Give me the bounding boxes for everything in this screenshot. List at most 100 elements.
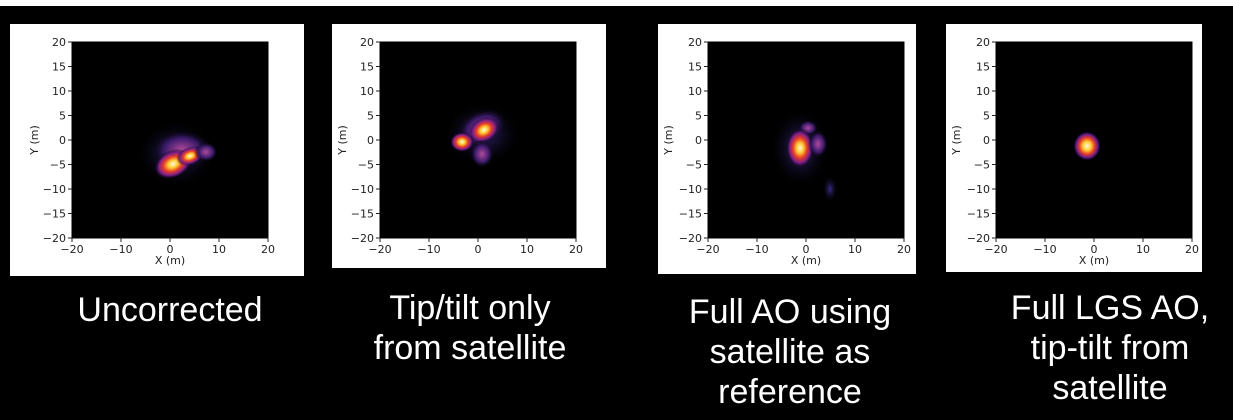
x-tick-label: −10 xyxy=(417,243,440,256)
hotspot xyxy=(468,116,500,144)
y-tick-label: −15 xyxy=(43,208,66,221)
y-tick-label: 20 xyxy=(976,36,990,49)
y-ticks: 20 15 10 5 0 −5 −10 −15 −20 xyxy=(967,36,996,245)
x-tick-label: −10 xyxy=(745,243,768,256)
x-ticks: −20 −10 0 10 20 xyxy=(984,238,1199,256)
psf-plot-tiptilt: 20 15 10 5 0 −5 −10 −15 −20 −20 −10 0 10 20 Y (m) xyxy=(336,36,583,256)
x-tick-label: 10 xyxy=(848,243,862,256)
x-tick-label: 20 xyxy=(897,243,911,256)
x-tick-label: 20 xyxy=(1185,243,1199,256)
x-axis-label: X (m) xyxy=(791,254,821,267)
caption-line: Full AO using xyxy=(688,293,892,331)
caption-line: Tip/tilt only xyxy=(389,289,551,327)
y-tick-label: −5 xyxy=(50,159,66,172)
x-tick-label: 20 xyxy=(569,243,583,256)
y-tick-label: 15 xyxy=(52,61,66,74)
psf-plot-lgs-ao: 20 15 10 5 0 −5 −10 −15 −20 −20 −10 0 10 20 X (m) Y … xyxy=(950,36,1199,267)
y-tick-label: 5 xyxy=(983,110,990,123)
y-tick-label: 0 xyxy=(367,134,374,147)
y-tick-label: 15 xyxy=(976,61,990,74)
y-tick-label: −20 xyxy=(967,232,990,245)
x-tick-label: 0 xyxy=(475,243,482,256)
y-tick-label: 20 xyxy=(688,36,702,49)
caption-uncorrected: Uncorrected xyxy=(40,290,300,330)
y-tick-label: 0 xyxy=(983,134,990,147)
y-tick-label: −15 xyxy=(679,208,702,221)
x-tick-label: 10 xyxy=(212,243,226,256)
y-tick-label: 0 xyxy=(695,134,702,147)
y-tick-label: 5 xyxy=(59,110,66,123)
caption-line: satellite xyxy=(1052,369,1168,407)
caption-tiptilt: Tip/tilt only from satellite xyxy=(340,288,600,368)
x-axis-label: X (m) xyxy=(155,254,185,267)
x-tick-label: 20 xyxy=(261,243,275,256)
panel-full-ao: 20 15 10 5 0 −5 −10 −15 −20 −20 −10 0 10 20 X (m) Y … xyxy=(658,24,916,274)
y-tick-label: 10 xyxy=(360,85,374,98)
speckle xyxy=(808,130,828,158)
y-axis-label: Y (m) xyxy=(662,125,675,156)
speckle xyxy=(470,140,494,168)
speckle xyxy=(822,175,838,203)
y-ticks: 20 15 10 5 0 −5 −10 −15 −20 xyxy=(679,36,708,245)
caption-line: tip-tilt from xyxy=(1030,329,1190,367)
x-tick-label: 10 xyxy=(520,243,534,256)
y-tick-label: 5 xyxy=(367,110,374,123)
top-bar xyxy=(0,0,1233,6)
y-tick-label: −5 xyxy=(686,159,702,172)
x-tick-label: −20 xyxy=(984,243,1007,256)
x-tick-label: 0 xyxy=(1091,243,1098,256)
y-tick-label: −5 xyxy=(974,159,990,172)
y-tick-label: 5 xyxy=(695,110,702,123)
core xyxy=(786,128,814,168)
x-ticks: −20 −10 0 10 20 xyxy=(368,238,583,256)
x-ticks: −20 −10 0 10 20 xyxy=(60,238,275,256)
speckle xyxy=(194,142,218,162)
y-axis-label: Y (m) xyxy=(28,125,41,156)
y-axis-label: Y (m) xyxy=(336,125,349,156)
caption-line: Full LGS AO, xyxy=(1010,289,1210,327)
caption-line: Uncorrected xyxy=(77,291,263,329)
x-tick-label: −20 xyxy=(60,243,83,256)
caption-line: from satellite xyxy=(373,329,567,367)
x-ticks: −20 −10 0 10 20 xyxy=(696,238,911,256)
y-axis-label: Y (m) xyxy=(950,125,963,156)
x-tick-label: −20 xyxy=(368,243,391,256)
caption-line: satellite as xyxy=(709,333,871,371)
y-tick-label: −15 xyxy=(967,208,990,221)
caption-line: reference xyxy=(718,373,862,411)
x-tick-label: −10 xyxy=(109,243,132,256)
y-tick-label: 10 xyxy=(976,85,990,98)
y-tick-label: −5 xyxy=(358,159,374,172)
y-tick-label: −10 xyxy=(679,183,702,196)
y-tick-label: −20 xyxy=(351,232,374,245)
psf-plot-full-ao: 20 15 10 5 0 −5 −10 −15 −20 −20 −10 0 10 20 X (m) Y … xyxy=(662,36,911,267)
y-ticks: 20 15 10 5 0 −5 −10 −15 −20 xyxy=(43,36,72,245)
panel-tiptilt: 20 15 10 5 0 −5 −10 −15 −20 −20 −10 0 10 20 Y (m) xyxy=(332,24,606,268)
panel-lgs-ao: 20 15 10 5 0 −5 −10 −15 −20 −20 −10 0 10 20 X (m) Y … xyxy=(946,24,1202,272)
core xyxy=(1073,131,1101,161)
y-tick-label: −15 xyxy=(351,208,374,221)
x-tick-label: 10 xyxy=(1136,243,1150,256)
x-tick-label: −20 xyxy=(696,243,719,256)
panel-uncorrected: 20 15 10 5 0 −5 −10 −15 −20 −20 −10 0 10 20 X (m) Y … xyxy=(10,24,304,276)
caption-lgs-ao: Full LGS AO, tip-tilt from satellite xyxy=(990,288,1230,408)
y-tick-label: −20 xyxy=(43,232,66,245)
x-tick-label: 0 xyxy=(803,243,810,256)
y-tick-label: 15 xyxy=(360,61,374,74)
hotspot xyxy=(450,132,474,152)
y-tick-label: −10 xyxy=(43,183,66,196)
y-ticks: 20 15 10 5 0 −5 −10 −15 −20 xyxy=(351,36,380,245)
caption-full-ao: Full AO using satellite as reference xyxy=(660,292,920,412)
y-tick-label: −10 xyxy=(351,183,374,196)
y-tick-label: 10 xyxy=(52,85,66,98)
psf-plot-uncorrected: 20 15 10 5 0 −5 −10 −15 −20 −20 −10 0 10 20 X (m) Y … xyxy=(28,36,275,267)
y-tick-label: −10 xyxy=(967,183,990,196)
y-tick-label: 0 xyxy=(59,134,66,147)
y-tick-label: 20 xyxy=(360,36,374,49)
y-tick-label: 15 xyxy=(688,61,702,74)
x-tick-label: 0 xyxy=(167,243,174,256)
y-tick-label: 10 xyxy=(688,85,702,98)
y-tick-label: −20 xyxy=(679,232,702,245)
x-axis-label: X (m) xyxy=(1079,254,1109,267)
y-tick-label: 20 xyxy=(52,36,66,49)
